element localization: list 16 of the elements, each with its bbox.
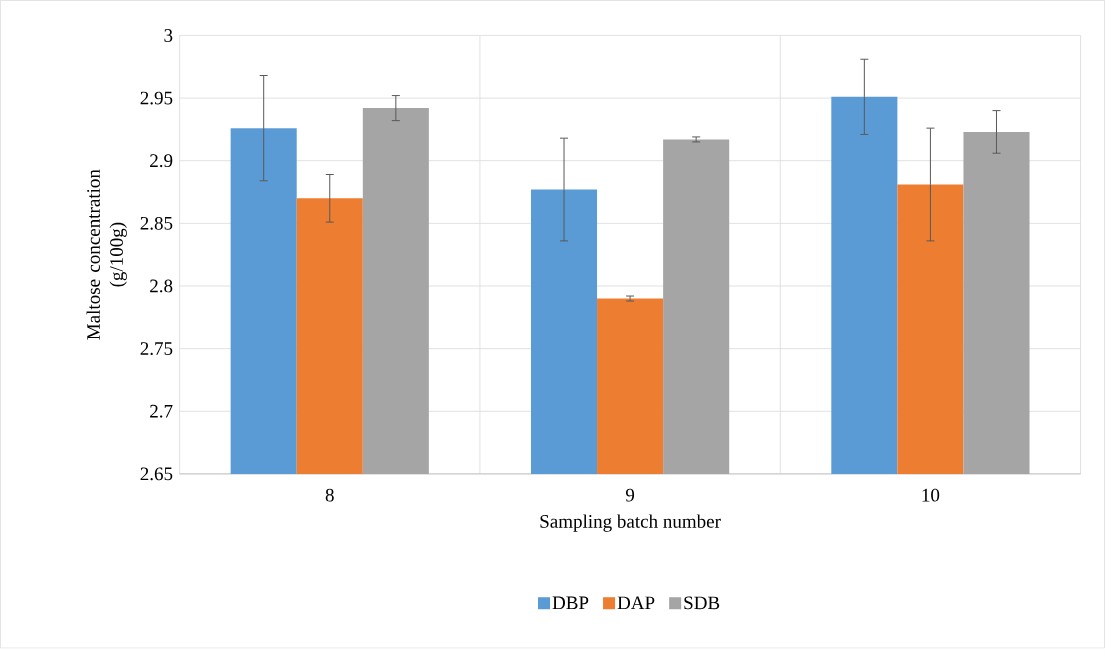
y-tick-label: 2.7 — [150, 405, 173, 418]
y-tick-label: 2.9 — [150, 154, 173, 168]
y-tick-label: 2.85 — [140, 217, 173, 231]
y-tick-label: 3 — [164, 29, 173, 43]
legend-label: SDB — [684, 596, 720, 610]
y-tick-label: 2.95 — [140, 91, 173, 105]
x-tick-label: 9 — [625, 488, 635, 502]
x-axis-title: Sampling batch number — [540, 514, 721, 532]
y-tick-label: 2.65 — [140, 467, 173, 481]
x-tick-label: 8 — [325, 488, 334, 502]
legend-label: DAP — [617, 596, 655, 610]
y-tick-label: 2.75 — [140, 342, 173, 356]
x-tick-label: 10 — [922, 488, 940, 502]
y-axis-title: Maltose concentration (g/100g) — [86, 169, 127, 340]
y-tick-label: 2.8 — [150, 279, 173, 293]
legend-label: DBP — [552, 596, 589, 610]
